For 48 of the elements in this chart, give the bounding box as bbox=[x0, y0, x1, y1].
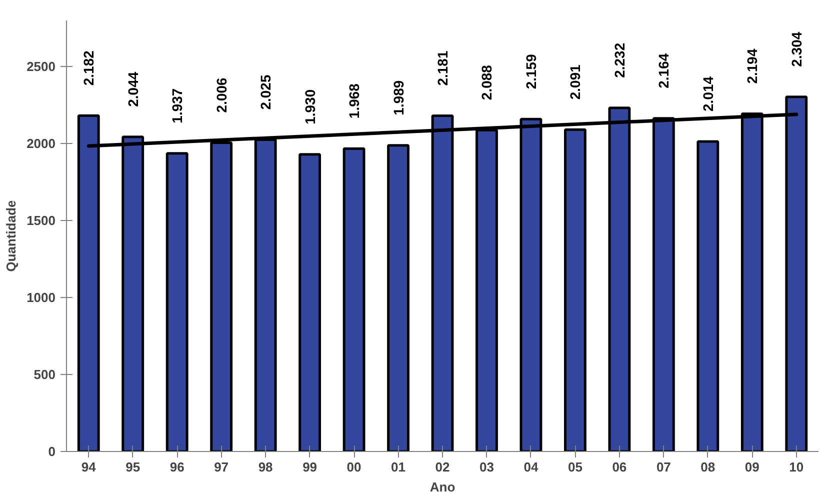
y-tick-label: 1000 bbox=[26, 290, 56, 306]
bar bbox=[342, 147, 366, 452]
bar bbox=[166, 152, 188, 452]
data-label: 2.159 bbox=[522, 54, 539, 90]
data-label: 2.182 bbox=[80, 50, 97, 86]
data-label: 2.014 bbox=[700, 76, 716, 112]
data-label: 2.164 bbox=[656, 53, 672, 88]
bar bbox=[696, 140, 720, 452]
data-label: 1.989 bbox=[390, 80, 406, 116]
x-tick-label: 99 bbox=[302, 460, 318, 474]
x-tick-label: 09 bbox=[744, 460, 760, 474]
y-tick-label: 500 bbox=[34, 367, 56, 382]
data-label: 2.025 bbox=[258, 74, 274, 110]
x-tick-label: 97 bbox=[214, 460, 229, 474]
x-tick-label: 01 bbox=[391, 460, 406, 474]
x-tick-label: 05 bbox=[568, 460, 582, 474]
x-tick-label: 98 bbox=[258, 460, 273, 474]
data-label: 2.091 bbox=[567, 64, 584, 100]
x-tick-label: 04 bbox=[524, 460, 539, 474]
data-label: 1.968 bbox=[346, 83, 362, 119]
data-label: 1.930 bbox=[302, 89, 318, 124]
data-label: 2.304 bbox=[788, 32, 804, 67]
x-tick-label: 07 bbox=[656, 460, 671, 474]
x-tick-label: 96 bbox=[170, 460, 184, 474]
data-label: 2.088 bbox=[478, 64, 495, 100]
x-tick-label: 00 bbox=[346, 460, 362, 474]
data-label: 2.194 bbox=[744, 48, 760, 84]
x-tick-label: 95 bbox=[126, 460, 140, 474]
y-tick-label: 0 bbox=[48, 444, 56, 459]
bar bbox=[387, 144, 410, 452]
x-tick-label: 08 bbox=[700, 460, 716, 474]
bar bbox=[564, 128, 586, 452]
x-axis-title: Ano bbox=[430, 480, 456, 494]
data-label: 2.006 bbox=[213, 77, 230, 113]
x-tick-label: 06 bbox=[612, 460, 627, 474]
x-tick-label: 03 bbox=[480, 460, 494, 474]
data-label: 1.937 bbox=[169, 88, 186, 124]
data-label: 2.044 bbox=[124, 72, 141, 107]
x-tick-label: 02 bbox=[435, 460, 450, 474]
x-tick-label: 94 bbox=[81, 460, 97, 474]
y-tick-label: 1500 bbox=[26, 213, 56, 228]
y-axis-title: Quantidade bbox=[4, 200, 19, 272]
x-tick-label: 10 bbox=[789, 460, 804, 474]
y-tick-label: 2500 bbox=[26, 59, 56, 74]
bar bbox=[298, 153, 321, 452]
y-tick-label: 2000 bbox=[26, 136, 56, 152]
data-label: 2.232 bbox=[611, 42, 628, 78]
data-label: 2.181 bbox=[434, 50, 450, 86]
